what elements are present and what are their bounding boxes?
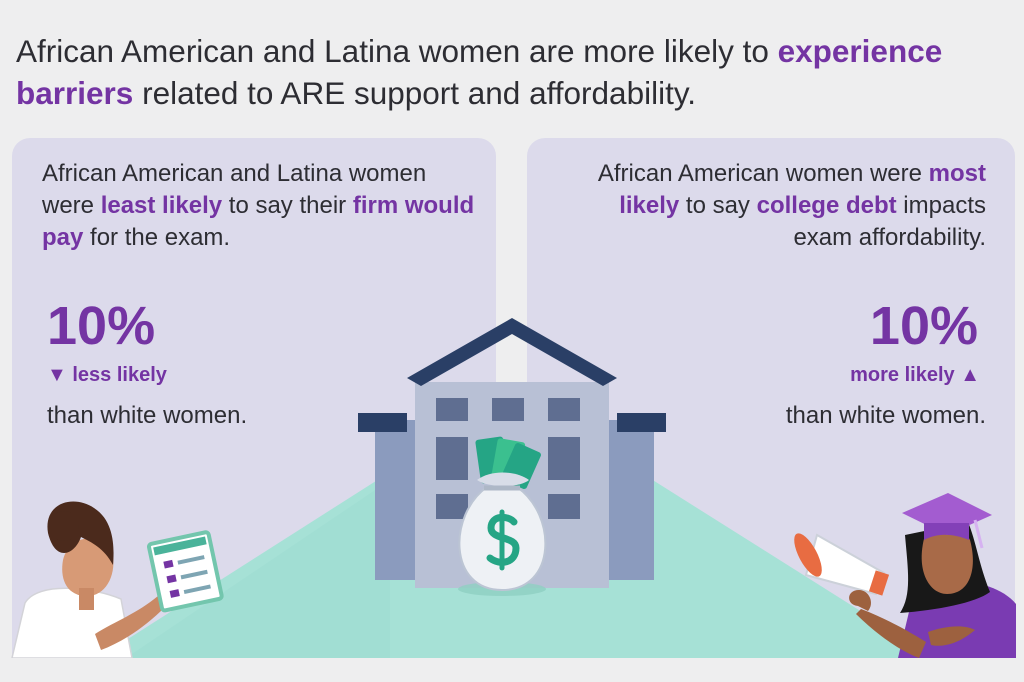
right-statistic-value: 10% <box>869 296 978 356</box>
bottom-edge <box>0 658 1024 682</box>
woman-with-checklist-icon <box>11 501 224 659</box>
left-statistic-comparison: than white women. <box>47 402 248 429</box>
right-statistic-comparison: than white women. <box>785 402 986 429</box>
left-copy-part-1: African American and Latina women were <box>42 160 427 219</box>
left-survey-finding: African American and Latina women were l… <box>42 158 482 254</box>
right-statistic-change: more likely ▲ <box>850 364 980 386</box>
left-copy-part-3: for the exam. <box>83 224 231 251</box>
left-copy-emphasis-least-likely: least likely <box>100 192 223 219</box>
right-copy-part-2: to say <box>679 192 757 219</box>
floor-left-shadow <box>126 480 390 658</box>
headline-text-part-2: related to ARE support and affordability… <box>133 75 697 111</box>
headline-text-part-1: African American and Latina women are mo… <box>16 33 778 69</box>
right-copy-emphasis-most-likely: most likely <box>619 160 986 219</box>
left-statistic-value: 10% <box>47 296 156 356</box>
left-copy-emphasis-firm-would-pay: firm would pay <box>42 192 475 251</box>
right-copy-emphasis-college-debt: college debt <box>756 192 897 219</box>
graduate-with-megaphone-icon <box>794 493 1016 658</box>
university-building-icon <box>358 318 666 588</box>
right-copy-part-1: African American women were <box>597 160 929 187</box>
infographic-headline: African American and Latina women are mo… <box>16 30 1016 114</box>
money-bag-icon <box>458 436 547 596</box>
right-survey-finding: African American women were most likely … <box>560 158 986 254</box>
headline-emphasis: experience barriers <box>16 33 943 111</box>
right-copy-part-3: impacts exam affordability. <box>793 192 986 251</box>
left-statistic-change: ▼ less likely <box>47 364 167 386</box>
left-copy-part-2: to say their <box>222 192 353 219</box>
